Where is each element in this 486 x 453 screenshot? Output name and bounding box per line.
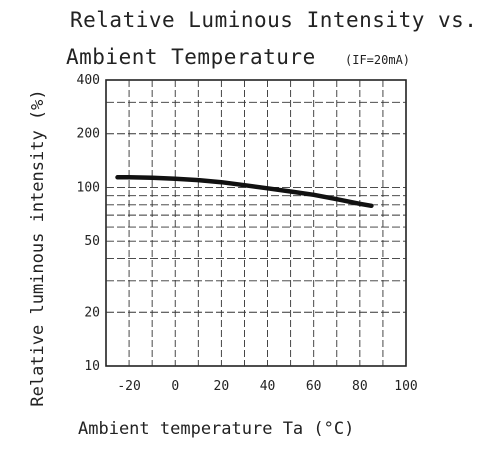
y-axis-label: Relative luminous intensity (%) [28, 89, 48, 406]
x-tick-labels: -20 0 20 40 60 80 100 [117, 379, 417, 394]
y-tick-label: 100 [77, 180, 100, 195]
x-axis-label: Ambient temperature Ta (°C) [78, 419, 354, 439]
y-tick-label: 20 [84, 305, 100, 320]
y-tick-label: 200 [77, 127, 100, 142]
x-tick-label: 40 [260, 379, 276, 394]
x-tick-label: 20 [214, 379, 230, 394]
y-tick-label: 50 [84, 234, 100, 249]
y-tick-label: 10 [84, 359, 100, 374]
x-tick-label: 100 [394, 379, 417, 394]
x-tick-label: -20 [117, 379, 140, 394]
x-tick-label: 60 [306, 379, 322, 394]
data-series [115, 175, 374, 209]
y-tick-labels: 10 20 50 100 200 400 [77, 73, 100, 374]
x-tick-label: 80 [352, 379, 368, 394]
series-line [115, 175, 374, 209]
plot-grid [106, 80, 406, 366]
x-tick-label: 0 [171, 379, 179, 394]
y-tick-label: 400 [77, 73, 100, 88]
chart-title-line1: Relative Luminous Intensity vs. [70, 8, 477, 32]
plot-frame [105, 79, 407, 367]
chart-title-line2: Ambient Temperature [66, 45, 316, 69]
chart-condition: (IF=20mA) [345, 53, 410, 67]
